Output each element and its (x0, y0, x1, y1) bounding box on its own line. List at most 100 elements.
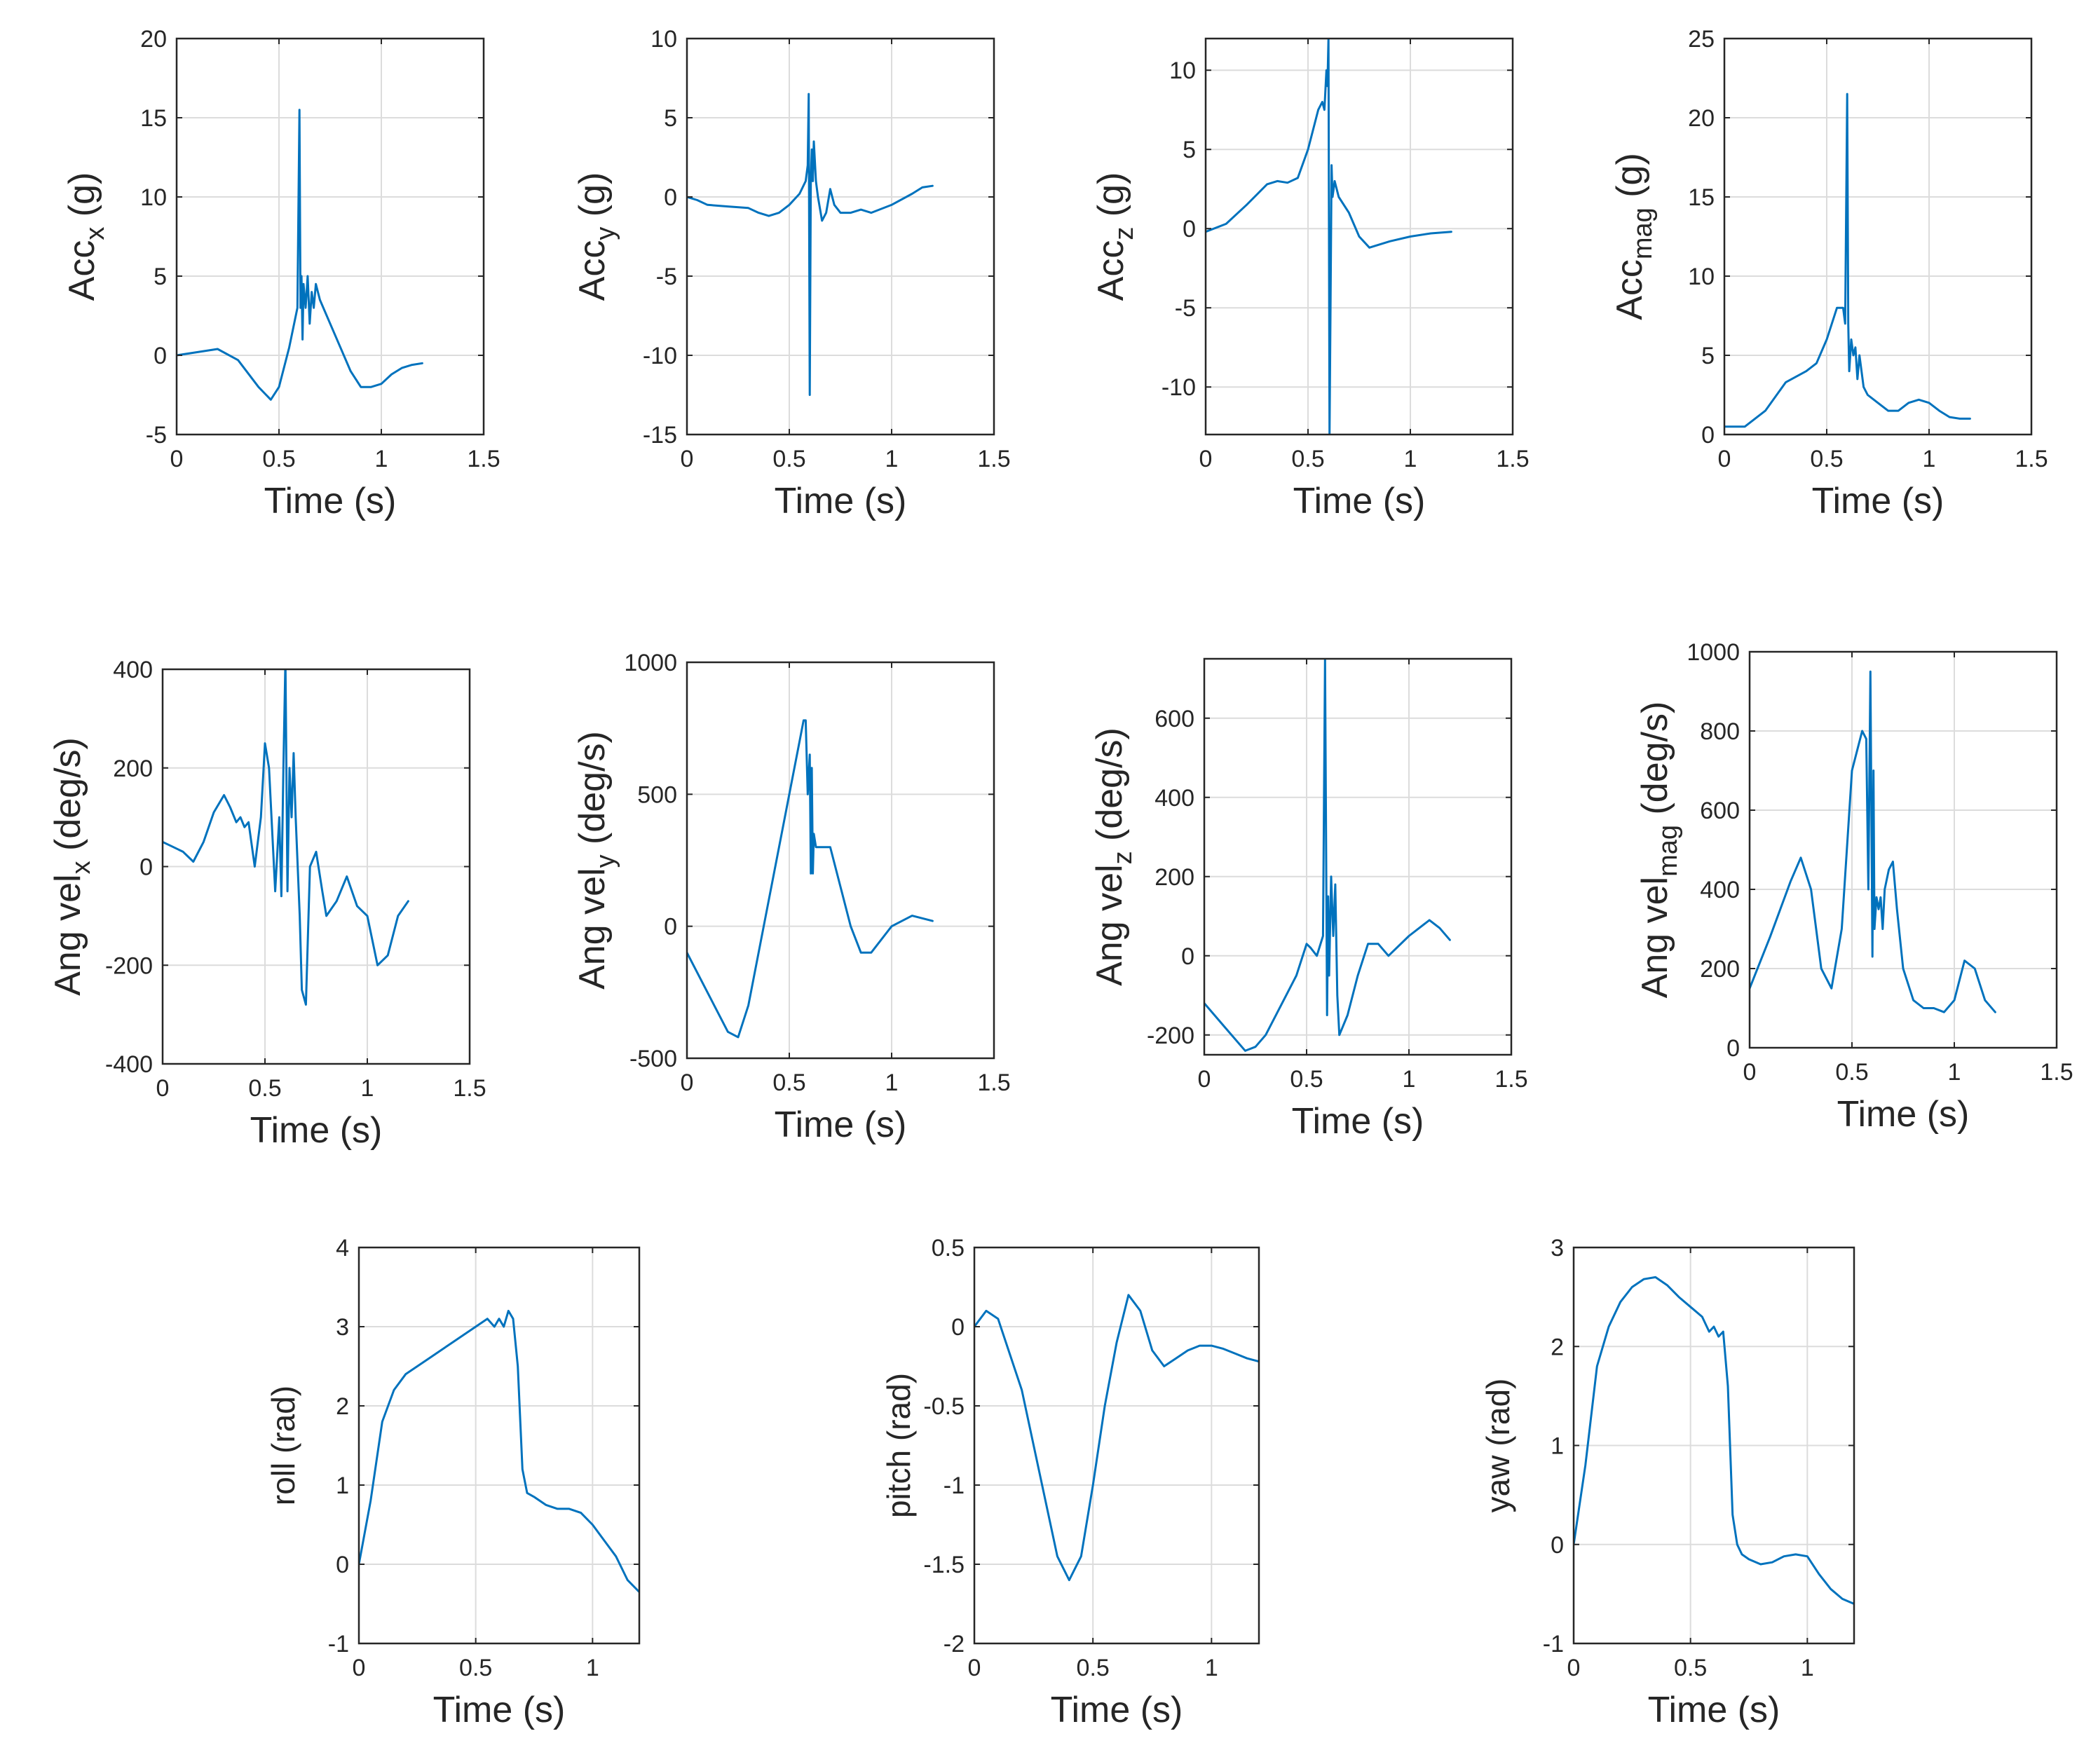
axes-frame (1748, 650, 2058, 1049)
y-tick-label: 0 (1183, 216, 1196, 242)
y-label-base: Acc (1609, 259, 1650, 320)
y-tick-label: -1 (328, 1631, 349, 1657)
x-axis-label: Time (s) (1051, 1690, 1183, 1730)
x-tick-label: 0.5 (1835, 1059, 1868, 1086)
x-tick-label: 1 (1205, 1655, 1218, 1681)
x-axis-label: Time (s) (264, 481, 397, 521)
x-tick-label: 0 (156, 1075, 170, 1102)
y-axis-label: Ang velmag (deg/s) (1635, 702, 1683, 999)
axes-frame (1204, 37, 1514, 436)
x-tick-label: 1 (361, 1075, 374, 1102)
y-tick-label: -15 (643, 422, 677, 449)
x-tick-label: 1 (885, 446, 899, 472)
y-label-base: Ang vel (1089, 864, 1130, 985)
series-line (177, 109, 423, 401)
y-tick-label: 20 (1688, 105, 1715, 132)
series-line (1574, 1276, 1854, 1605)
x-axis-label: Time (s) (433, 1690, 566, 1730)
y-tick-label: 400 (1154, 785, 1194, 812)
x-tick-label: 0 (353, 1655, 366, 1681)
x-axis-label: Time (s) (1293, 481, 1426, 521)
x-tick-label: 1.5 (1494, 1066, 1527, 1093)
y-tick-label: -400 (105, 1051, 153, 1078)
y-tick-label: 800 (1700, 718, 1740, 745)
plot-area (687, 662, 994, 1058)
axes-frame (686, 37, 995, 436)
plot-area (974, 1247, 1259, 1643)
x-tick-label: 1 (885, 1069, 899, 1096)
y-label-subscript: y (591, 227, 620, 240)
x-tick-label: 0 (170, 446, 184, 472)
x-axis-label: Time (s) (1648, 1690, 1780, 1730)
y-label-units: (g) (572, 172, 613, 227)
y-axis-label: roll (rad) (265, 1386, 301, 1505)
axes-frame (357, 1246, 641, 1645)
y-axis-label: Accx (g) (62, 172, 110, 301)
y-label-units: (deg/s) (572, 731, 613, 854)
x-tick-label: 1 (1923, 446, 1936, 472)
series-line (687, 93, 934, 396)
y-tick-label: 20 (140, 26, 167, 53)
y-tick-label: 4 (336, 1235, 349, 1262)
x-tick-label: 1 (1403, 1066, 1416, 1093)
y-tick-label: 0 (336, 1552, 349, 1578)
y-tick-label: 5 (1701, 343, 1715, 369)
series-line (1206, 39, 1452, 435)
y-tick-label: -200 (1147, 1023, 1194, 1049)
x-axis-label: Time (s) (775, 481, 907, 521)
y-label-subscript: x (67, 861, 96, 874)
axes-frame (1723, 37, 2033, 436)
x-tick-label: 0 (1743, 1059, 1757, 1086)
x-axis-label: Time (s) (1812, 481, 1944, 521)
x-tick-label: 1 (586, 1655, 599, 1681)
y-label-base: Ang vel (48, 874, 88, 995)
x-tick-label: 0.5 (1291, 446, 1324, 472)
series-line (687, 719, 934, 1039)
series-line (974, 1294, 1259, 1582)
y-tick-label: -5 (146, 422, 167, 449)
x-tick-label: 0 (1567, 1655, 1581, 1681)
y-tick-label: 3 (336, 1314, 349, 1341)
x-tick-label: 0.5 (1674, 1655, 1707, 1681)
x-axis-label: Time (s) (1292, 1101, 1424, 1142)
series-line (1204, 659, 1451, 1052)
series-line (1724, 93, 1971, 428)
series-line (163, 669, 409, 1006)
y-axis-label: Ang velz (deg/s) (1089, 727, 1138, 986)
plot-area (359, 1247, 639, 1643)
y-tick-label: 0 (664, 184, 677, 211)
axes-frame (973, 1246, 1260, 1645)
y-tick-label: -5 (1175, 295, 1196, 322)
chart-acc_z: 0 0.5 1 1.5 -10 -5 0 5 10 Time (s) Accz (g) (1091, 37, 1530, 521)
x-axis-label: Time (s) (1837, 1094, 1970, 1135)
x-tick-label: 1 (1801, 1655, 1814, 1681)
y-label-base: Acc (1091, 240, 1131, 301)
chart-pitch: 0 0.5 1 -2 -1.5 -1 -0.5 0 0.5 Time (s) pitch (rad) (880, 1235, 1260, 1730)
y-axis-label: Ang vely (deg/s) (572, 731, 620, 990)
y-tick-label: 0.5 (932, 1235, 965, 1262)
y-tick-label: 5 (1183, 137, 1196, 163)
x-tick-label: 0.5 (248, 1075, 281, 1102)
y-tick-label: 0 (139, 854, 153, 881)
plot-area (177, 39, 484, 435)
y-label-base: Ang vel (572, 868, 613, 989)
y-label-base: pitch (rad) (880, 1373, 917, 1518)
x-axis-label: Time (s) (775, 1105, 907, 1145)
y-label-base: roll (rad) (265, 1386, 301, 1505)
x-tick-label: 1 (1404, 446, 1417, 472)
x-tick-label: 0.5 (459, 1655, 492, 1681)
x-tick-label: 1 (1948, 1059, 1961, 1086)
y-tick-label: 200 (1700, 956, 1740, 983)
y-tick-label: -1.5 (923, 1552, 965, 1578)
y-tick-label: 400 (1700, 877, 1740, 903)
y-tick-label: 0 (1181, 943, 1194, 970)
x-tick-label: 1.5 (1496, 446, 1529, 472)
y-tick-label: 1000 (624, 650, 677, 676)
plot-area (687, 39, 994, 435)
y-tick-label: 5 (664, 105, 677, 132)
y-axis-label: Accy (g) (572, 172, 620, 301)
y-tick-label: 15 (1688, 184, 1715, 211)
